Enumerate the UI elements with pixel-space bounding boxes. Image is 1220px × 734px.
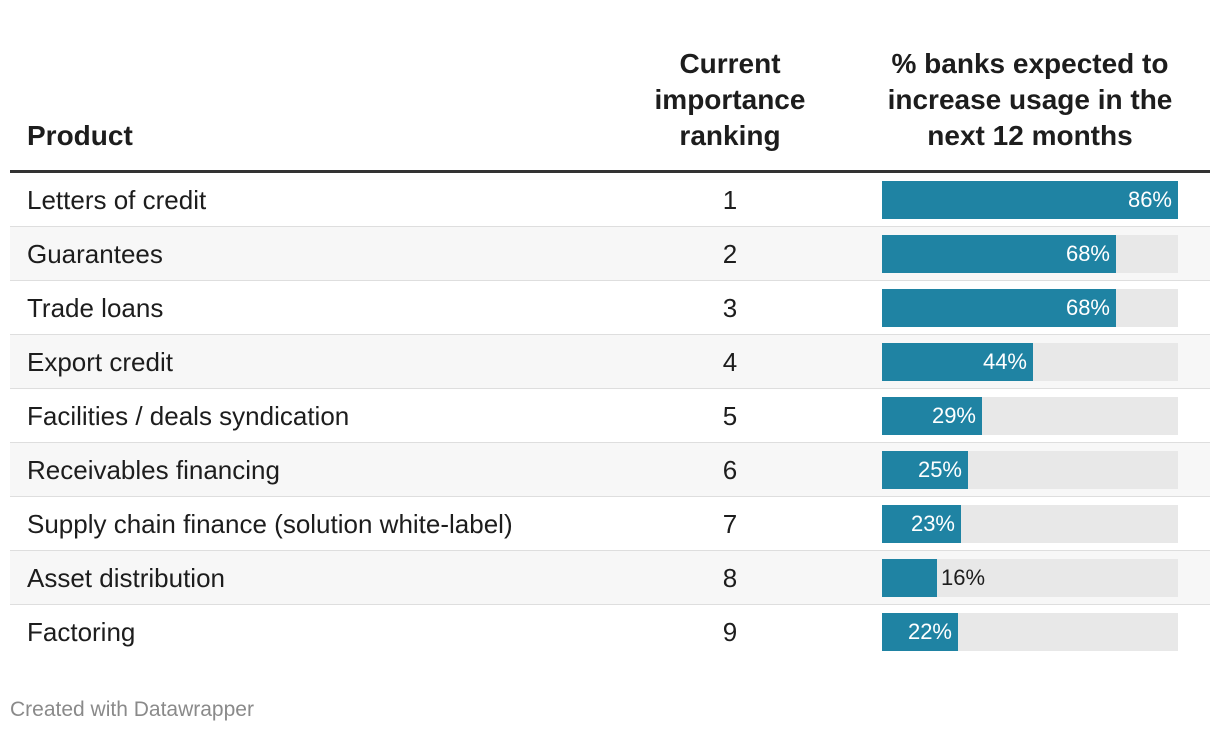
bar-value-label: 29% — [931, 403, 976, 428]
rank-cell: 1 — [722, 185, 738, 215]
product-cell: Facilities / deals syndication — [27, 401, 350, 431]
header-rank-line-2: importance — [654, 84, 806, 115]
table-row: Factoring 9 22% — [10, 605, 1210, 659]
bar-fill[interactable] — [882, 559, 937, 597]
bar-track: 86% — [882, 181, 1178, 219]
table-row: Export credit 4 44% — [10, 335, 1210, 389]
table-row: Guarantees 2 68% — [10, 227, 1210, 281]
product-cell: Receivables financing — [27, 455, 280, 485]
table-row: Trade loans 3 68% — [10, 281, 1210, 335]
table-row: Asset distribution 8 16% — [10, 551, 1210, 605]
bar-value-label: 68% — [1065, 295, 1110, 320]
product-cell: Factoring — [27, 617, 136, 647]
rank-cell: 6 — [722, 455, 738, 485]
bar-track: 22% — [882, 613, 1178, 651]
bar-value-label: 23% — [910, 511, 955, 536]
table-body: Letters of credit 1 86% Guarantees 2 68% Trade… — [10, 173, 1210, 659]
product-cell: Letters of credit — [27, 185, 207, 215]
header-rank-line-1: Current — [679, 48, 781, 79]
table-row: Receivables financing 6 25% — [10, 443, 1210, 497]
rank-cell: 3 — [722, 293, 738, 323]
bar-track: 25% — [882, 451, 1178, 489]
header-product[interactable]: Product — [27, 120, 133, 151]
table-header: Product Current importance ranking % ban… — [10, 40, 1210, 173]
table-row: Facilities / deals syndication 5 29% — [10, 389, 1210, 443]
table-row: Letters of credit 1 86% — [10, 173, 1210, 227]
bar-fill[interactable] — [882, 451, 968, 489]
rank-cell: 5 — [722, 401, 738, 431]
bar-fill[interactable] — [882, 235, 1116, 273]
product-cell: Export credit — [27, 347, 173, 377]
bar-track: 68% — [882, 235, 1178, 273]
header-percent[interactable]: % banks expected to increase usage in th… — [870, 46, 1190, 154]
bar-value-label: 16% — [941, 565, 986, 590]
header-percent-line-2: increase usage in the — [887, 84, 1173, 115]
data-table: Product Current importance ranking % ban… — [10, 40, 1210, 659]
rank-cell: 4 — [722, 347, 738, 377]
table-row: Supply chain finance (solution white-lab… — [10, 497, 1210, 551]
bar-fill[interactable] — [882, 343, 1033, 381]
bar-track: 68% — [882, 289, 1178, 327]
bar-fill[interactable] — [882, 397, 982, 435]
header-percent-line-3: next 12 months — [927, 120, 1133, 151]
bar-value-label: 22% — [907, 619, 952, 644]
bar-value-label: 44% — [982, 349, 1027, 374]
bar-track: 29% — [882, 397, 1178, 435]
bar-fill[interactable] — [882, 289, 1116, 327]
bar-fill[interactable] — [882, 181, 1178, 219]
product-cell: Asset distribution — [27, 563, 225, 593]
header-rank-line-3: ranking — [679, 120, 781, 151]
bar-value-label: 86% — [1127, 187, 1172, 212]
rank-cell: 9 — [722, 617, 738, 647]
datawrapper-credit[interactable]: Created with Datawrapper — [10, 698, 254, 721]
product-cell: Guarantees — [27, 239, 163, 269]
bar-value-label: 25% — [917, 457, 962, 482]
product-cell: Trade loans — [27, 293, 164, 323]
bar-track: 23% — [882, 505, 1178, 543]
bar-value-label: 68% — [1065, 241, 1110, 266]
bar-track: 44% — [882, 343, 1178, 381]
bar-track: 16% — [882, 559, 1178, 597]
rank-cell: 7 — [722, 509, 738, 539]
header-rank[interactable]: Current importance ranking — [630, 46, 830, 154]
header-percent-line-1: % banks expected to — [891, 48, 1169, 79]
product-cell: Supply chain finance (solution white-lab… — [27, 509, 513, 539]
rank-cell: 8 — [722, 563, 738, 593]
rank-cell: 2 — [722, 239, 738, 269]
bar-fill[interactable] — [882, 613, 958, 651]
bar-fill[interactable] — [882, 505, 961, 543]
